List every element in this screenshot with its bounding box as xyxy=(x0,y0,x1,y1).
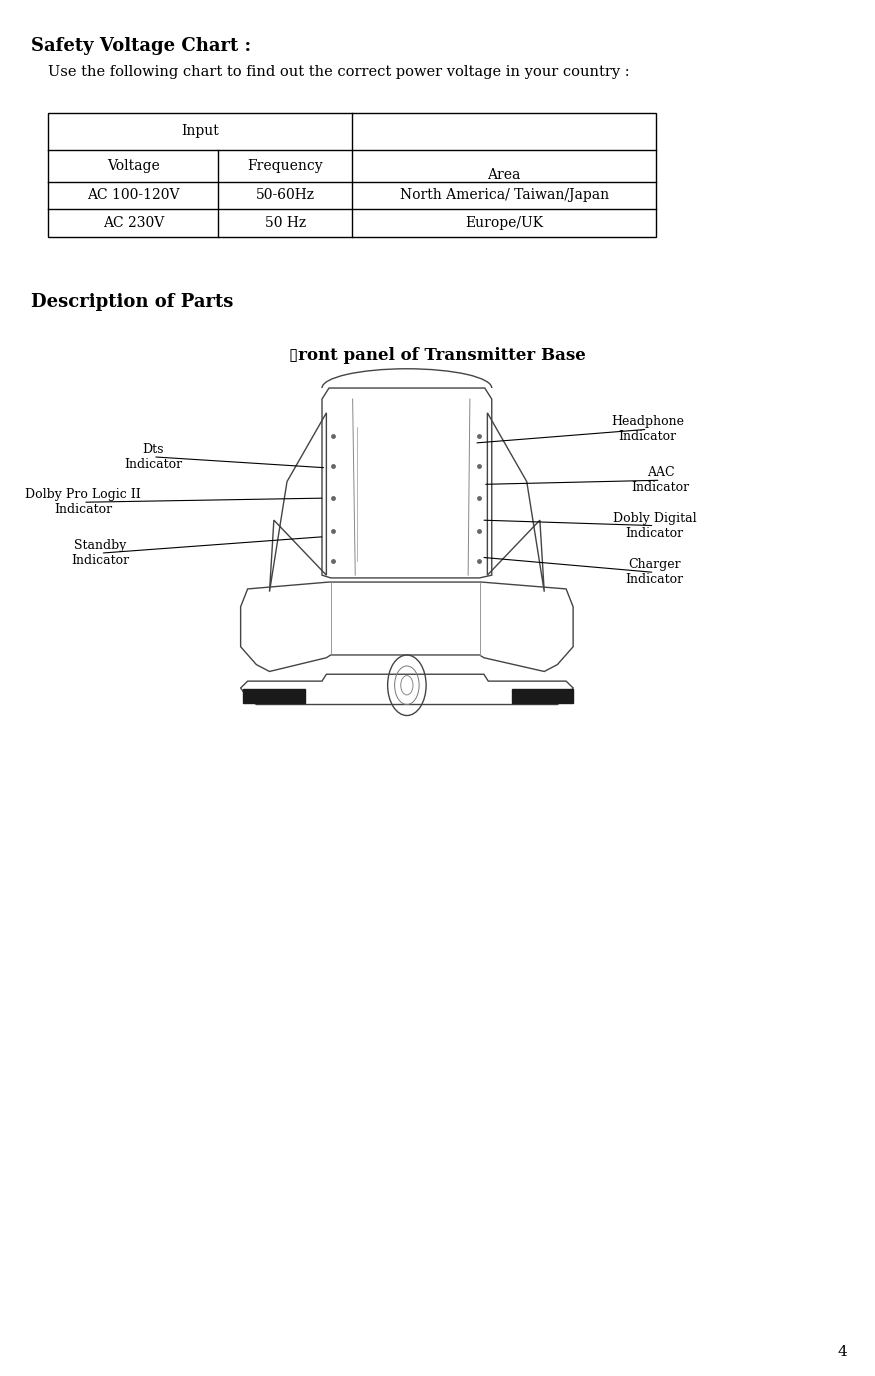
Text: ▯ront panel of Transmitter Base: ▯ront panel of Transmitter Base xyxy=(289,347,586,363)
Text: Dobly Digital
Indicator: Dobly Digital Indicator xyxy=(612,512,697,539)
Bar xyxy=(512,689,573,703)
Text: Use the following chart to find out the correct power voltage in your country :: Use the following chart to find out the … xyxy=(48,65,630,78)
Text: 4: 4 xyxy=(837,1346,847,1359)
Text: Headphone
Indicator: Headphone Indicator xyxy=(611,416,684,443)
Text: Frequency: Frequency xyxy=(248,158,323,173)
Bar xyxy=(48,113,656,237)
Text: Input: Input xyxy=(181,124,219,139)
Text: Safety Voltage Chart :: Safety Voltage Chart : xyxy=(31,37,251,55)
Text: Standby
Indicator: Standby Indicator xyxy=(72,539,130,567)
Text: Dolby Pro Logic II
Indicator: Dolby Pro Logic II Indicator xyxy=(25,488,141,516)
Text: Charger
Indicator: Charger Indicator xyxy=(626,559,683,586)
Bar xyxy=(243,689,304,703)
Text: Description of Parts: Description of Parts xyxy=(31,293,233,311)
Text: AAC
Indicator: AAC Indicator xyxy=(632,466,690,494)
Text: North America/ Taiwan/Japan: North America/ Taiwan/Japan xyxy=(400,189,609,202)
Text: Voltage: Voltage xyxy=(107,158,159,173)
Text: 50-60Hz: 50-60Hz xyxy=(255,189,315,202)
Text: Dts
Indicator: Dts Indicator xyxy=(124,443,182,471)
Text: AC 230V: AC 230V xyxy=(102,216,164,230)
Text: AC 100-120V: AC 100-120V xyxy=(87,189,179,202)
Text: Europe/UK: Europe/UK xyxy=(466,216,543,230)
Text: 50 Hz: 50 Hz xyxy=(265,216,306,230)
Text: Area: Area xyxy=(487,168,521,182)
